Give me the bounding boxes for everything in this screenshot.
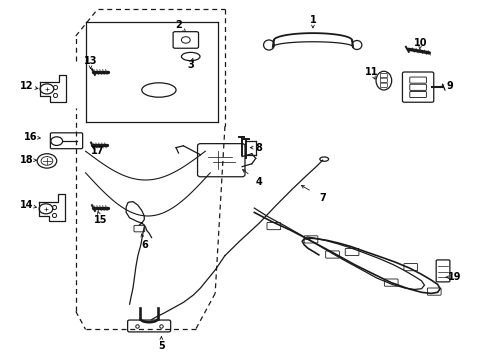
- Text: 6: 6: [141, 240, 147, 250]
- Text: 13: 13: [83, 56, 97, 66]
- Text: 17: 17: [91, 146, 104, 156]
- Text: 2: 2: [175, 20, 182, 30]
- Text: 10: 10: [413, 38, 427, 48]
- Text: 16: 16: [23, 132, 37, 142]
- Text: 18: 18: [20, 155, 34, 165]
- Text: 8: 8: [255, 143, 262, 153]
- Text: 5: 5: [158, 341, 164, 351]
- Text: 15: 15: [93, 215, 107, 225]
- Text: 14: 14: [20, 200, 34, 210]
- Text: 19: 19: [447, 272, 461, 282]
- Text: 11: 11: [364, 67, 378, 77]
- Text: 9: 9: [446, 81, 452, 91]
- Text: 1: 1: [309, 15, 316, 25]
- Text: 7: 7: [319, 193, 325, 203]
- Text: 4: 4: [255, 177, 262, 187]
- Text: 12: 12: [20, 81, 34, 91]
- Text: 3: 3: [187, 60, 194, 70]
